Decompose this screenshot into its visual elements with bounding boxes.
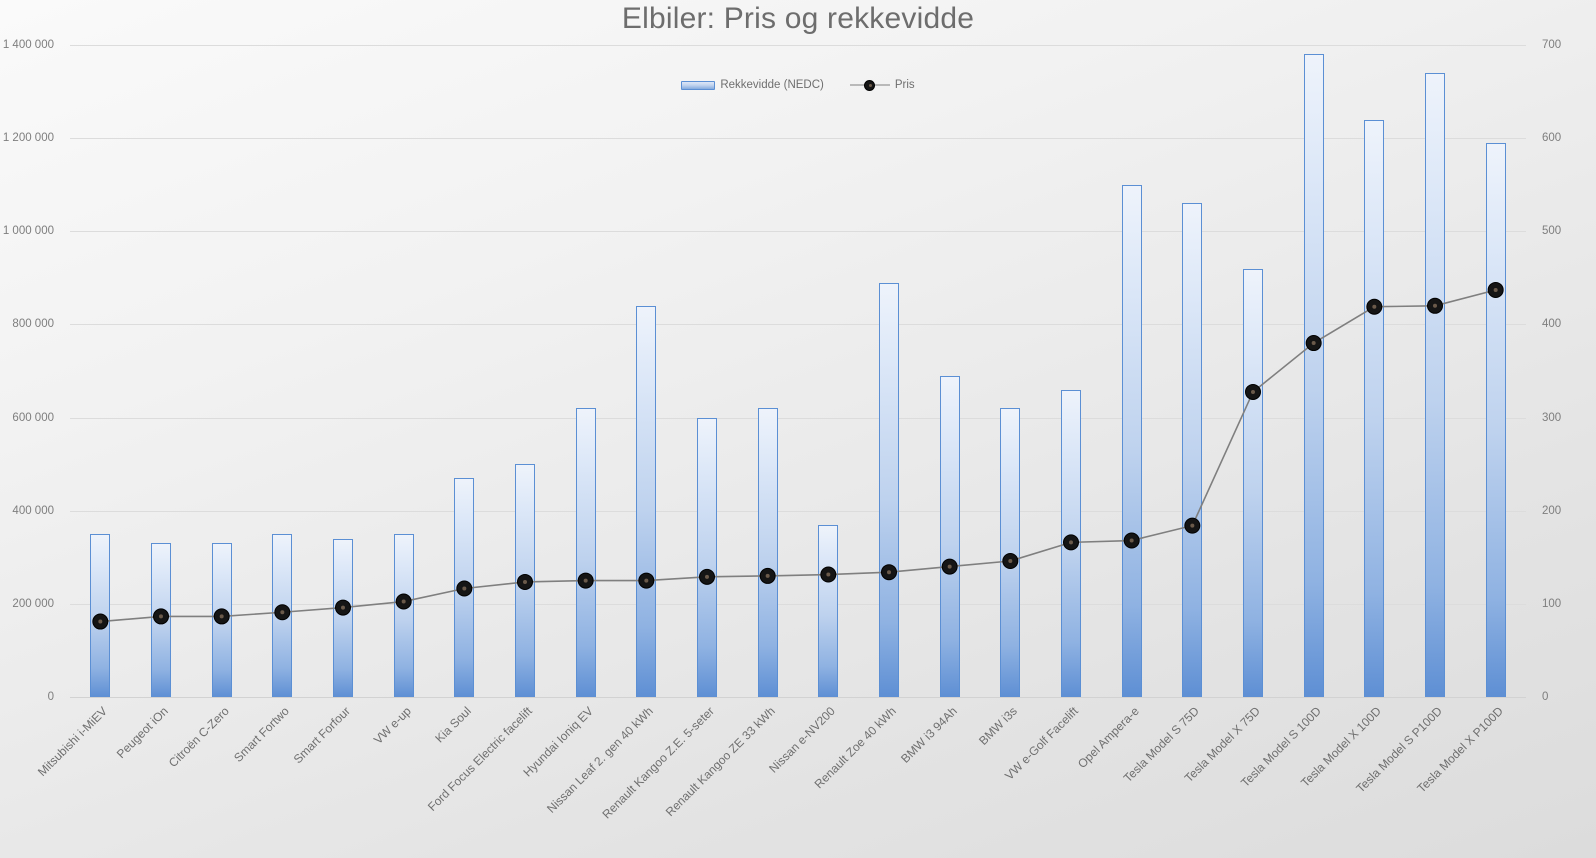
bar-rekkevidde[interactable]: [333, 538, 353, 697]
y-axis-left-tick: 800 000: [12, 318, 54, 331]
legend-line-swatch-icon: [849, 79, 890, 91]
price-marker-core: [401, 599, 406, 604]
legend-item-pris[interactable]: Pris: [849, 79, 915, 91]
gridline: [70, 603, 1526, 605]
legend-item-rekkevidde[interactable]: Rekkevidde (NEDC): [681, 79, 824, 91]
price-marker-core: [462, 586, 467, 591]
price-marker-core: [1129, 538, 1134, 543]
price-marker-core: [219, 614, 224, 619]
price-marker-core: [705, 574, 709, 579]
bar-rekkevidde[interactable]: [1303, 54, 1324, 697]
x-axis-category-label: BMW i3 94Ah: [897, 704, 960, 766]
x-axis-category-label: BMW i3s: [976, 704, 1021, 748]
x-axis-category-label: Opel Ampera-e: [1074, 704, 1142, 771]
x-axis-category-label: Ford Focus Electric facelift: [425, 704, 535, 814]
chart-title: Elbiler: Pris og rekkevidde: [621, 2, 975, 35]
gridline: [70, 231, 1526, 233]
price-line-path: [100, 289, 1496, 623]
bar-series-rekkevidde: [70, 45, 1526, 697]
price-marker-core: [1069, 540, 1073, 545]
price-marker-core: [644, 578, 649, 583]
chart-legend: Rekkevidde (NEDC) Pris: [0, 79, 1596, 91]
y-axis-right-tick: 600: [1542, 132, 1562, 145]
gridline: [70, 510, 1526, 512]
y-axis-left-tick: 1 200 000: [2, 132, 54, 145]
bar-rekkevidde[interactable]: [1182, 203, 1203, 697]
bar-rekkevidde[interactable]: [697, 417, 717, 697]
price-marker-core: [1372, 304, 1377, 309]
bar-rekkevidde[interactable]: [1364, 119, 1385, 697]
y-axis-right-tick: 200: [1542, 504, 1562, 517]
x-axis-category-label: Peugeot iOn: [113, 704, 171, 762]
x-axis-category-label: Smart Forfour: [290, 704, 353, 767]
bar-rekkevidde[interactable]: [879, 282, 899, 697]
y-axis-right-tick: 700: [1542, 39, 1562, 51]
y-axis-right-tick: 500: [1542, 225, 1562, 238]
legend-bar-swatch-icon: [681, 80, 716, 90]
y-axis-right-tick: 300: [1542, 411, 1562, 424]
bar-rekkevidde[interactable]: [393, 534, 414, 697]
price-marker-core: [1008, 559, 1013, 564]
x-axis-category-labels: Mitsubishi i-MiEV Peugeot iOn Citroën C-Ze…: [35, 700, 1526, 858]
price-marker-core: [280, 610, 285, 615]
gridline: [70, 417, 1526, 419]
x-axis-category-label: Kia Soul: [432, 704, 475, 746]
y-axis-left-tick: 600 000: [12, 411, 54, 424]
bar-rekkevidde[interactable]: [757, 408, 778, 697]
price-marker-core: [1190, 523, 1195, 528]
x-axis-category-label: Mitsubishi i-MiEV: [35, 704, 111, 779]
legend-label-pris: Pris: [894, 79, 915, 91]
y-axis-right-tick: 0: [1542, 691, 1549, 703]
price-marker-core: [523, 579, 527, 584]
y-axis-left-tick: 1 400 000: [2, 39, 54, 51]
gridline: [70, 697, 1526, 698]
y-axis-left-tick: 200 000: [12, 597, 54, 610]
price-marker-core: [583, 578, 588, 583]
y-axis-right: 0 100 200 300 400 500 600 700: [1530, 39, 1596, 703]
y-axis-right-tick: 400: [1542, 318, 1562, 331]
y-axis-left-tick: 1 000 000: [2, 225, 54, 238]
price-marker-core: [1493, 287, 1498, 292]
bar-rekkevidde[interactable]: [818, 524, 839, 697]
x-axis-category-label: Renault Kangoo Z.E. 5-seter: [599, 704, 717, 822]
x-axis-category-label: Renault Kangoo ZE 33 kWh: [662, 704, 778, 820]
y-axis-right-tick: 100: [1542, 597, 1562, 610]
y-axis-left: 0 200 000 400 000 600 000 800 000 1 000 000 1 …: [0, 39, 66, 703]
price-marker-core: [1251, 389, 1255, 394]
bar-rekkevidde[interactable]: [575, 408, 596, 697]
bar-rekkevidde[interactable]: [1243, 268, 1263, 697]
legend-label-rekkevidde: Rekkevidde (NEDC): [720, 79, 824, 91]
bar-rekkevidde[interactable]: [636, 305, 657, 697]
price-marker-core: [98, 619, 103, 624]
price-marker-core: [1433, 303, 1437, 308]
price-marker-core: [341, 605, 345, 610]
price-marker-core: [765, 573, 770, 578]
bar-rekkevidde[interactable]: [939, 375, 960, 697]
plot-area: [70, 45, 1526, 698]
x-axis-category-label: VW e-up: [370, 704, 414, 747]
x-axis-category-label: Citroën C-Zero: [165, 704, 232, 771]
price-marker-core: [887, 570, 891, 575]
bar-rekkevidde[interactable]: [1425, 72, 1445, 697]
y-axis-left-tick: 0: [47, 691, 54, 703]
line-series-pris: [92, 281, 1504, 630]
gridline: [70, 324, 1526, 326]
gridline: [70, 138, 1526, 140]
price-marker-core: [159, 614, 163, 619]
bar-rekkevidde[interactable]: [1485, 142, 1506, 697]
gridline: [70, 45, 1526, 46]
x-axis-category-label: Nissan Leaf 2. gen 40 kWh: [544, 704, 657, 816]
bar-rekkevidde[interactable]: [1000, 408, 1021, 697]
price-marker-core: [826, 572, 831, 577]
x-axis-category-label: Smart Fortwo: [231, 704, 293, 765]
price-marker-core: [947, 564, 952, 569]
y-axis-left-tick: 400 000: [12, 504, 54, 517]
price-marker-core: [1311, 341, 1316, 346]
bar-rekkevidde[interactable]: [1121, 184, 1142, 697]
